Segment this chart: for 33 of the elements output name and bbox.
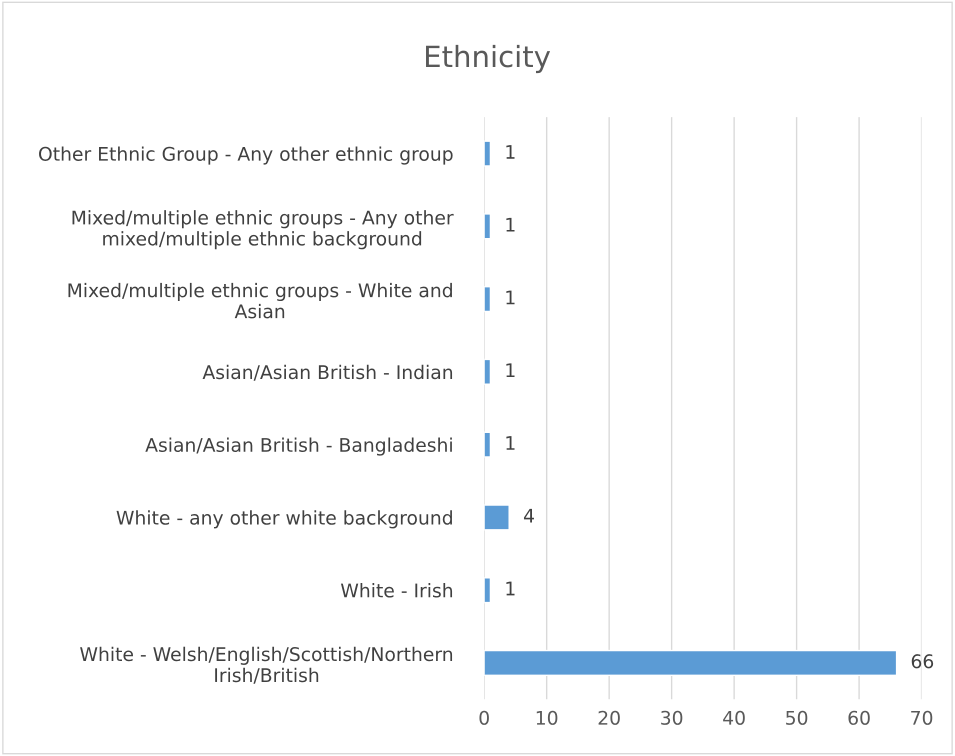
y-tick-label: White - Welsh/English/Scottish/Northern Irish/British — [80, 646, 452, 684]
y-tick-label: White - any other white background — [116, 510, 452, 528]
bar — [484, 504, 510, 530]
data-label: 1 — [506, 582, 515, 596]
x-tick-label: 50 — [786, 710, 808, 725]
data-label: 1 — [506, 363, 515, 378]
x-tick-label: 0 — [479, 710, 489, 725]
data-label: 1 — [506, 436, 515, 450]
bar — [484, 286, 492, 312]
y-tick-label: Other Ethnic Group - Any other ethnic group — [39, 146, 453, 165]
bar — [484, 140, 492, 167]
bar — [484, 650, 898, 676]
x-tick-label: 40 — [723, 710, 745, 725]
data-label: 1 — [506, 218, 515, 232]
y-tick-label: Asian/Asian British - Indian — [202, 364, 452, 381]
data-label: 1 — [506, 145, 515, 159]
data-label: 4 — [524, 508, 534, 523]
x-tick-label: 70 — [911, 710, 932, 725]
data-label: 1 — [506, 290, 515, 304]
y-tick-label: Asian/Asian British - Bangladeshi — [145, 438, 452, 456]
bar — [484, 358, 492, 385]
bar — [484, 432, 492, 458]
chart-title: Ethnicity — [426, 44, 550, 74]
data-label: 66 — [912, 654, 934, 668]
x-tick-label: 60 — [848, 710, 870, 725]
y-tick-label: Mixed/multiple ethnic groups - Any other mixed/multiple ethnic background — [72, 210, 454, 250]
y-tick-label: Mixed/multiple ethnic groups - White and Asian — [68, 282, 452, 318]
y-tick-label: White - Irish — [340, 583, 452, 598]
x-tick-label: 30 — [661, 710, 682, 725]
x-tick-label: 20 — [598, 710, 620, 725]
bar — [484, 577, 492, 604]
bar — [484, 213, 492, 240]
x-tick-label: 10 — [536, 710, 558, 725]
